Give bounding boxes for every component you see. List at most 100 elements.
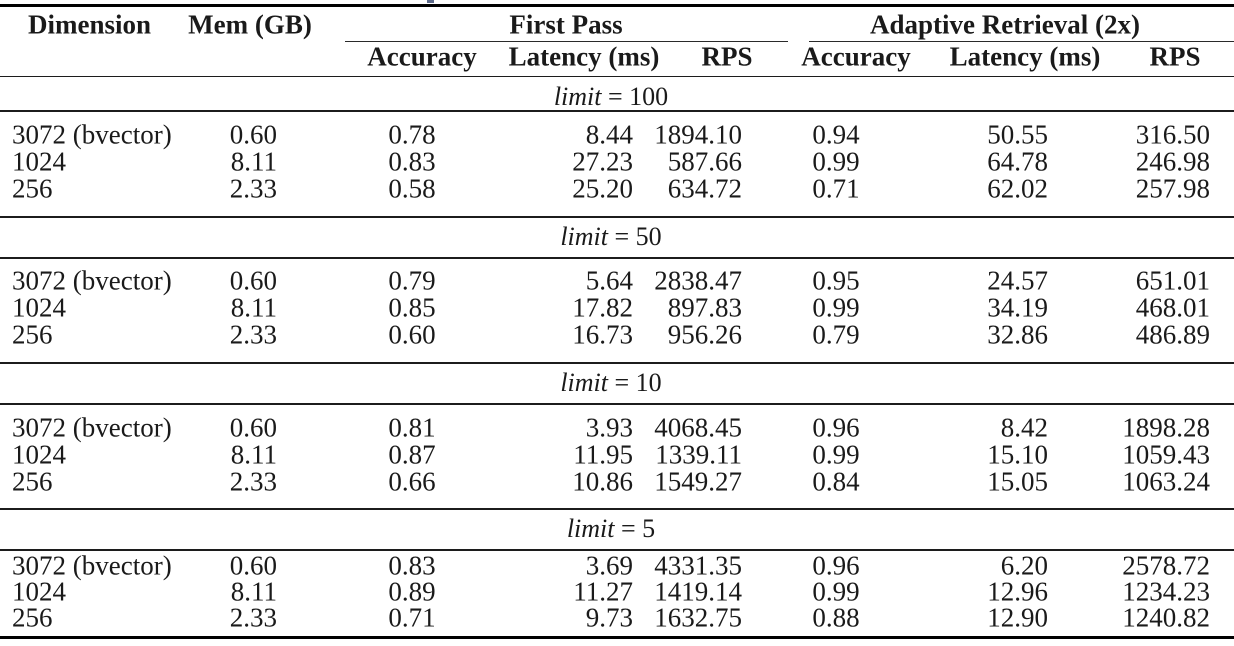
cell-ar-rps: 1059.43: [1122, 439, 1210, 470]
cell-fp-latency: 10.86: [572, 466, 633, 497]
cell-mem: 0.60: [229, 412, 277, 443]
cell-mem: 0.60: [229, 550, 277, 581]
cell-ar-accuracy: 0.94: [812, 119, 860, 150]
limit-value: = 100: [608, 81, 669, 111]
cell-fp-rps: 2838.47: [654, 265, 742, 296]
cell-dimension: 3072 (bvector): [12, 550, 172, 581]
cell-ar-latency: 62.02: [987, 173, 1048, 204]
cell-dimension: 3072 (bvector): [12, 119, 172, 150]
cell-fp-latency: 3.93: [585, 412, 633, 443]
cell-fp-latency: 17.82: [572, 292, 633, 323]
cell-fp-accuracy: 0.71: [388, 602, 436, 633]
cell-ar-rps: 2578.72: [1122, 550, 1210, 581]
cell-dimension: 1024: [12, 439, 66, 470]
cell-ar-rps: 468.01: [1135, 292, 1210, 323]
cell-ar-latency: 32.86: [987, 319, 1048, 350]
cell-fp-latency: 25.20: [572, 173, 633, 204]
cell-mem: 2.33: [229, 602, 277, 633]
cell-fp-latency: 27.23: [572, 146, 633, 177]
cell-mem: 2.33: [229, 466, 277, 497]
cell-fp-latency: 16.73: [572, 319, 633, 350]
cell-ar-latency: 24.57: [987, 265, 1048, 296]
limit-label: limit = 100: [553, 81, 669, 111]
group-header-adaptive-retrieval: Adaptive Retrieval (2x): [870, 9, 1140, 40]
bottom-rule: [0, 636, 1234, 639]
cell-ar-accuracy: 0.71: [812, 173, 860, 204]
column-header-fp-rps: RPS: [701, 41, 753, 72]
cell-dimension: 256: [12, 602, 53, 633]
cell-dimension: 1024: [12, 576, 66, 607]
cell-fp-latency: 8.44: [585, 119, 633, 150]
section4-top-rule: [0, 508, 1234, 510]
cell-ar-rps: 1240.82: [1122, 602, 1210, 633]
column-header-ar-accuracy: Accuracy: [801, 41, 911, 72]
cell-fp-accuracy: 0.83: [388, 550, 436, 581]
limit-value: = 5: [621, 513, 656, 543]
cell-fp-rps: 1419.14: [654, 576, 742, 607]
cell-fp-latency: 9.73: [585, 602, 633, 633]
limit-label: limit = 5: [566, 513, 656, 543]
cell-ar-accuracy: 0.99: [812, 146, 860, 177]
section3-top-rule: [0, 362, 1234, 364]
column-header-ar-rps: RPS: [1149, 41, 1201, 72]
cell-fp-accuracy: 0.58: [388, 173, 436, 204]
cell-fp-rps: 956.26: [667, 319, 742, 350]
cell-fp-accuracy: 0.87: [388, 439, 436, 470]
cell-ar-latency: 8.42: [1000, 412, 1048, 443]
cell-ar-latency: 12.90: [987, 602, 1048, 633]
cell-fp-rps: 634.72: [667, 173, 742, 204]
cmidrule-adaptive-retrieval: [809, 41, 1234, 43]
cell-mem: 0.60: [229, 119, 277, 150]
cell-mem: 0.60: [229, 265, 277, 296]
column-header-ar-latency: Latency (ms): [949, 41, 1101, 72]
cell-ar-latency: 15.05: [987, 466, 1048, 497]
cell-ar-accuracy: 0.88: [812, 602, 860, 633]
cell-dimension: 3072 (bvector): [12, 265, 172, 296]
cell-fp-rps: 897.83: [667, 292, 742, 323]
limit-variable: limit: [566, 513, 615, 543]
cell-ar-latency: 64.78: [987, 146, 1048, 177]
cell-fp-rps: 1894.10: [654, 119, 742, 150]
cell-fp-rps: 4331.35: [654, 550, 742, 581]
cell-ar-rps: 651.01: [1135, 265, 1210, 296]
section3-limit-rule: [0, 403, 1234, 405]
cell-ar-accuracy: 0.99: [812, 439, 860, 470]
cell-fp-accuracy: 0.66: [388, 466, 436, 497]
cell-mem: 8.11: [230, 439, 277, 470]
section2-top-rule: [0, 216, 1234, 218]
cell-ar-accuracy: 0.95: [812, 265, 860, 296]
cell-mem: 8.11: [230, 576, 277, 607]
cell-ar-latency: 34.19: [987, 292, 1048, 323]
cell-ar-rps: 1898.28: [1122, 412, 1210, 443]
cell-mem: 8.11: [230, 146, 277, 177]
cell-fp-accuracy: 0.89: [388, 576, 436, 607]
section1-limit-rule: [0, 110, 1234, 112]
limit-variable: limit: [553, 81, 602, 111]
limit-variable: limit: [560, 367, 608, 397]
group-header-first-pass: First Pass: [509, 9, 623, 40]
cell-fp-accuracy: 0.79: [388, 265, 436, 296]
cell-mem: 2.33: [229, 319, 277, 350]
cell-fp-latency: 3.69: [585, 550, 633, 581]
cell-fp-latency: 5.64: [585, 265, 633, 296]
section4-limit-rule: [0, 549, 1234, 551]
cell-fp-rps: 4068.45: [654, 412, 742, 443]
cell-ar-rps: 486.89: [1135, 319, 1210, 350]
cell-fp-accuracy: 0.60: [388, 319, 436, 350]
column-header-fp-accuracy: Accuracy: [367, 41, 477, 72]
cell-ar-accuracy: 0.99: [812, 576, 860, 607]
cell-dimension: 256: [12, 319, 53, 350]
cell-fp-rps: 587.66: [667, 146, 742, 177]
column-header-mem: Mem (GB): [188, 9, 312, 40]
cell-fp-rps: 1339.11: [655, 439, 742, 470]
column-header-fp-latency: Latency (ms): [508, 41, 660, 72]
cell-fp-accuracy: 0.85: [388, 292, 436, 323]
cell-mem: 2.33: [229, 173, 277, 204]
cell-fp-latency: 11.27: [573, 576, 633, 607]
cell-fp-accuracy: 0.78: [388, 119, 436, 150]
cell-ar-accuracy: 0.96: [812, 412, 860, 443]
cell-ar-accuracy: 0.84: [812, 466, 860, 497]
top-rule: [0, 4, 1234, 7]
cell-ar-latency: 12.96: [987, 576, 1048, 607]
